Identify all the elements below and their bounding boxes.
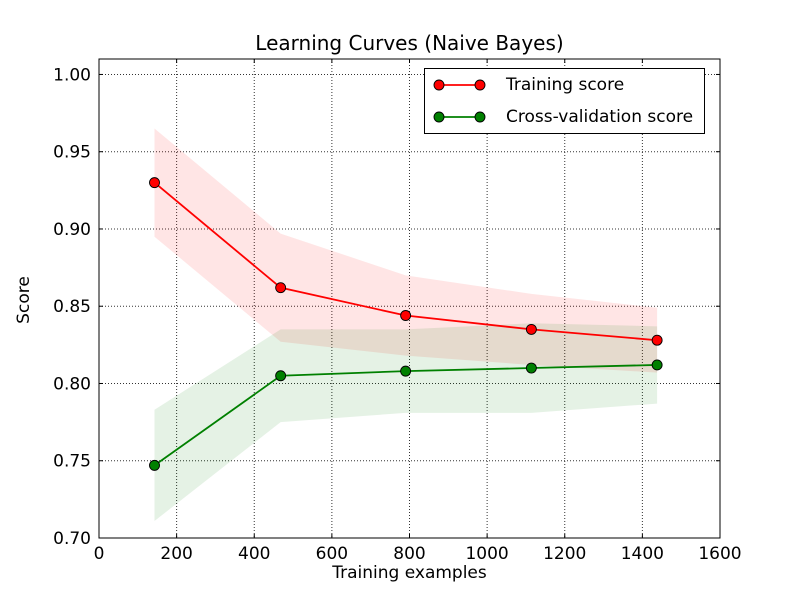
- cross-validation-data-point-marker: [525, 362, 537, 374]
- training-data-point-marker: [525, 323, 537, 335]
- legend: Training score Cross-validation score: [424, 68, 705, 134]
- x-tick-label: 600: [316, 544, 348, 564]
- x-tick-label: 200: [160, 544, 192, 564]
- x-tick-label: 0: [94, 544, 105, 564]
- x-tick-label: 1000: [465, 544, 508, 564]
- cross-validation-std-band: [154, 323, 658, 522]
- legend-marker-line: [433, 111, 486, 123]
- legend-item: Cross-validation score: [425, 102, 704, 132]
- training-data-point-marker: [651, 334, 663, 346]
- y-axis-label: Score: [14, 276, 34, 324]
- y-tick-label: 0.70: [53, 529, 91, 549]
- x-tick-label: 800: [393, 544, 425, 564]
- x-axis-label: Training examples: [332, 563, 487, 583]
- y-tick-label: 1.00: [53, 65, 91, 85]
- training-data-point-marker: [400, 310, 412, 321]
- y-tick-label: 0.75: [53, 452, 91, 472]
- cross-validation-data-point-marker: [400, 365, 412, 377]
- training-data-point-marker: [149, 177, 160, 189]
- training-std-band: [154, 128, 658, 373]
- y-tick-label: 0.90: [53, 220, 91, 240]
- x-tick-label: 1200: [543, 544, 586, 564]
- cross-validation-data-point-marker: [149, 459, 160, 471]
- y-tick-label: 0.95: [53, 143, 91, 163]
- legend-label: Training score: [506, 75, 625, 96]
- legend-label: Cross-validation score: [506, 106, 694, 127]
- x-tick-label: 400: [238, 544, 270, 564]
- legend-marker-line: [433, 79, 486, 91]
- x-tick-label: 1400: [621, 544, 664, 564]
- cross-validation-data-point-marker: [275, 370, 287, 382]
- chart-title: Learning Curves (Naive Bayes): [255, 31, 564, 55]
- legend-item: Training score: [425, 70, 704, 100]
- y-tick-label: 0.80: [53, 374, 91, 394]
- training-data-point-marker: [275, 282, 287, 294]
- cross-validation-data-point-marker: [651, 359, 663, 371]
- x-tick-label: 1600: [698, 544, 741, 564]
- y-tick-label: 0.85: [53, 297, 91, 317]
